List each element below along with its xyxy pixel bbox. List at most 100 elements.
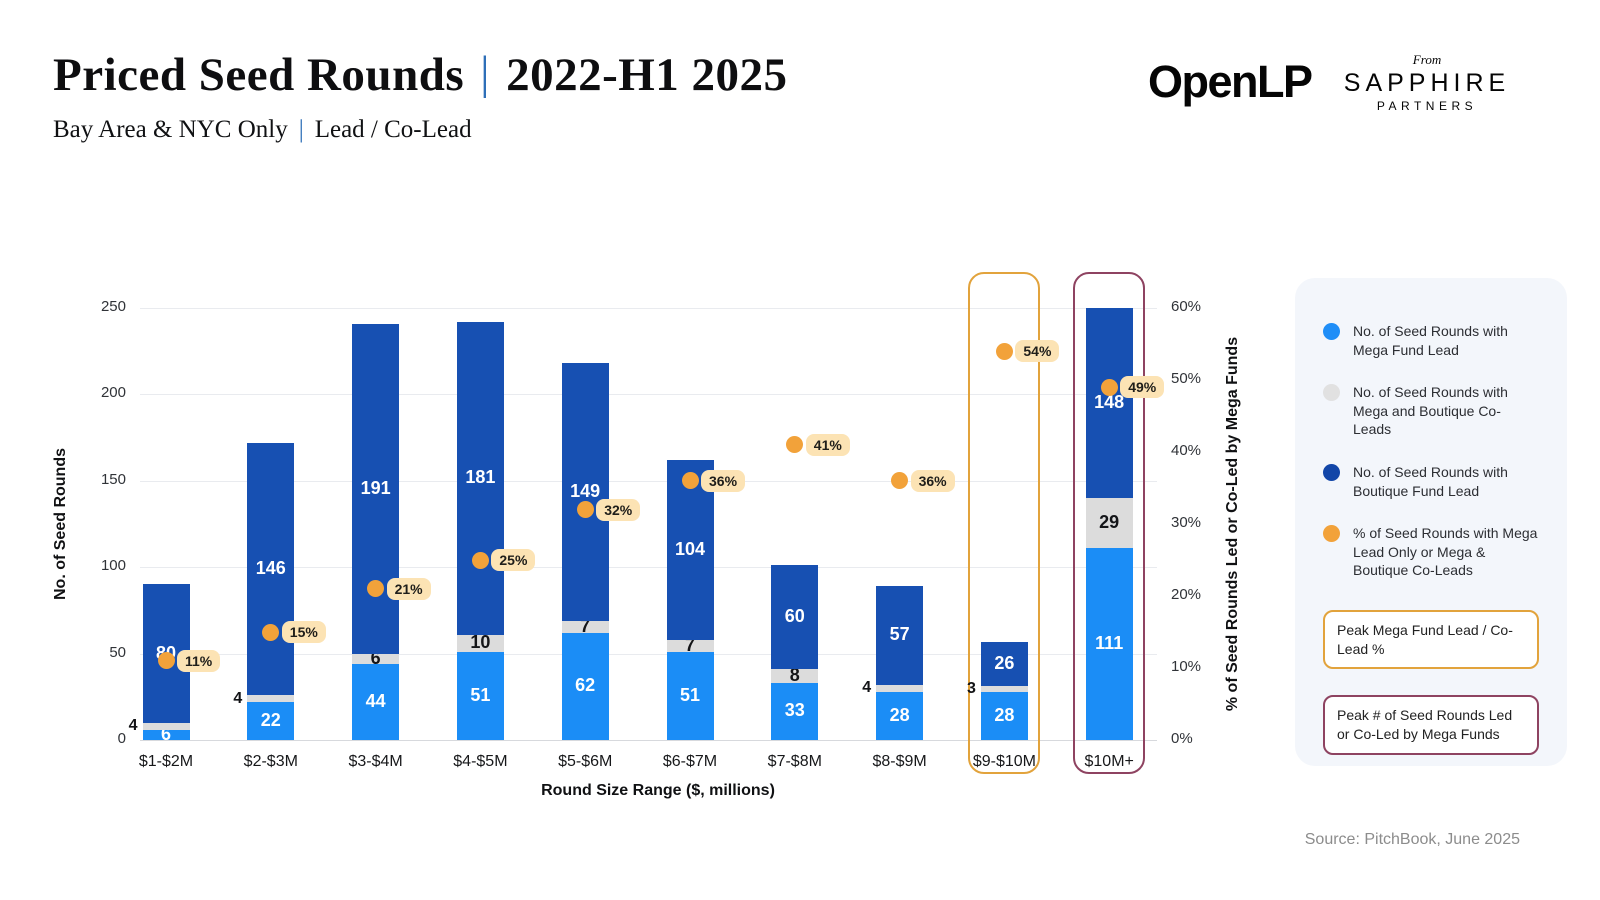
sapphire-partners-logo: From SAPPHIRE PARTNERS [1338,52,1516,113]
bar-segment-boutique [561,363,609,621]
bar-segment-mega [456,651,504,740]
y-axis-title-left: No. of Seed Rounds [52,448,69,600]
page-title-left: Priced Seed Rounds [53,49,465,101]
y-axis-tick-left: 200 [100,384,126,402]
bar-segment-boutique [876,586,924,685]
legend-item: No. of Seed Rounds with Boutique Fund Le… [1323,463,1539,500]
legend-item: % of Seed Rounds with Mega Lead Only or … [1323,524,1539,580]
pct-dot-icon [262,623,280,641]
bar-segment-coleads [142,722,190,730]
bar-value: 191 [360,477,391,498]
legend-item-label: % of Seed Rounds with Mega Lead Only or … [1353,525,1538,579]
pct-label: 36% [701,469,746,492]
bar-value: 51 [679,684,701,705]
source-note: Source: PitchBook, June 2025 [1304,831,1520,848]
pct-label: 32% [596,498,641,521]
y-axis-tick-left: 100 [100,557,126,575]
x-axis-tick: $7-$8M [767,753,822,770]
x-axis-tick: $6-$7M [662,753,718,770]
bar-segment-mega [247,701,295,740]
y-axis-tick-right: 50% [1171,370,1202,387]
bar-value: 149 [570,481,601,502]
bar-value: 104 [674,538,706,559]
y-axis-tick-right: 0% [1171,730,1193,747]
pct-dot-icon [367,580,385,598]
bar-segment-coleads [247,695,295,702]
gridline [140,567,1157,569]
x-axis-tick: $1-$2M [138,753,194,770]
sapphire-partners-label: PARTNERS [1376,99,1478,113]
x-axis-tick: $9-$10M [972,753,1036,770]
bar-value-outside: 4 [862,679,872,697]
bar-value: 62 [575,675,596,696]
bar-segment-mega [666,651,714,740]
bar-value: 10 [470,632,491,653]
gridline [140,308,1157,309]
legend-dot-icon [1323,384,1340,402]
callout-peak-mega-lead-pct: Peak Mega Fund Lead / Co-Lead % [1323,610,1539,670]
bar-segment-mega [142,729,190,740]
bar-segment-coleads [876,684,924,692]
pct-label: 54% [1015,340,1060,363]
bar-value: 181 [465,467,496,488]
pct-dot-icon [1100,378,1118,396]
legend-dot-icon [1323,323,1340,340]
bar-segment-mega [771,682,819,740]
bar-segment-coleads [1085,498,1133,549]
legend-item: No. of Seed Rounds with Mega Fund Lead [1323,322,1539,359]
legend-items: No. of Seed Rounds with Mega Fund Lead No… [1323,322,1539,580]
bar-value: 51 [470,684,491,705]
bar-segment-mega [352,663,400,740]
pct-label: 49% [1120,376,1165,399]
highlight-box [1073,272,1146,774]
bar-value: 7 [684,634,695,655]
sapphire-from-label: From [1412,52,1442,67]
pct-dot-icon [995,342,1013,360]
pct-dot-icon [681,472,699,490]
pct-dot-icon [157,652,175,670]
bar-value: 28 [889,704,910,725]
gridline [140,740,1157,741]
bar-value: 6 [370,647,381,668]
y-axis-tick-left: 50 [109,643,126,661]
pct-dot-icon [576,501,594,519]
bar-segment-coleads [666,639,714,652]
subtitle-separator: | [298,116,304,143]
page-title-right: 2022-H1 2025 [506,49,788,101]
legend-item-label: No. of Seed Rounds with Mega and Boutiqu… [1353,384,1508,438]
bar-value: 28 [994,704,1015,725]
gridline [140,653,1157,655]
x-axis-tick: $5-$6M [558,753,613,770]
y-axis-tick-right: 10% [1171,658,1202,675]
bar-segment-coleads [980,686,1028,692]
pct-label: 15% [281,621,326,643]
x-axis-tick: $2-$3M [243,753,298,770]
page-subtitle: Bay Area & NYC Only | Lead / Co-Lead [53,116,788,144]
bar-value: 22 [260,709,281,730]
pct-label: 36% [910,469,955,492]
bar-value: 57 [889,624,910,645]
page-title: Priced Seed Rounds | 2022-H1 2025 [53,47,788,102]
legend-dot-icon [1323,525,1340,543]
legend-item: No. of Seed Rounds with Mega and Boutiqu… [1323,383,1539,439]
sapphire-wordmark: SAPPHIRE [1343,69,1511,97]
gridline [140,480,1157,482]
bar-value: 33 [784,700,805,721]
bar-segment-coleads [771,669,819,683]
header: Priced Seed Rounds | 2022-H1 2025 Bay Area… [53,47,788,144]
bar-segment-mega [980,691,1028,740]
bar-value: 29 [1099,512,1120,533]
bar-segment-coleads [456,634,504,652]
bar-value: 26 [994,652,1015,673]
bar-value: 6 [160,723,171,744]
bar-segment-coleads [561,620,609,633]
bar-value-outside: 4 [128,717,138,735]
pct-dot-icon [786,436,804,454]
pct-dot-icon [891,472,909,490]
bar-segment-mega [1085,548,1133,740]
x-axis-title: Round Size Range ($, millions) [541,782,775,799]
legend-dot-icon [1323,464,1340,482]
y-axis-tick-right: 60% [1171,298,1202,315]
